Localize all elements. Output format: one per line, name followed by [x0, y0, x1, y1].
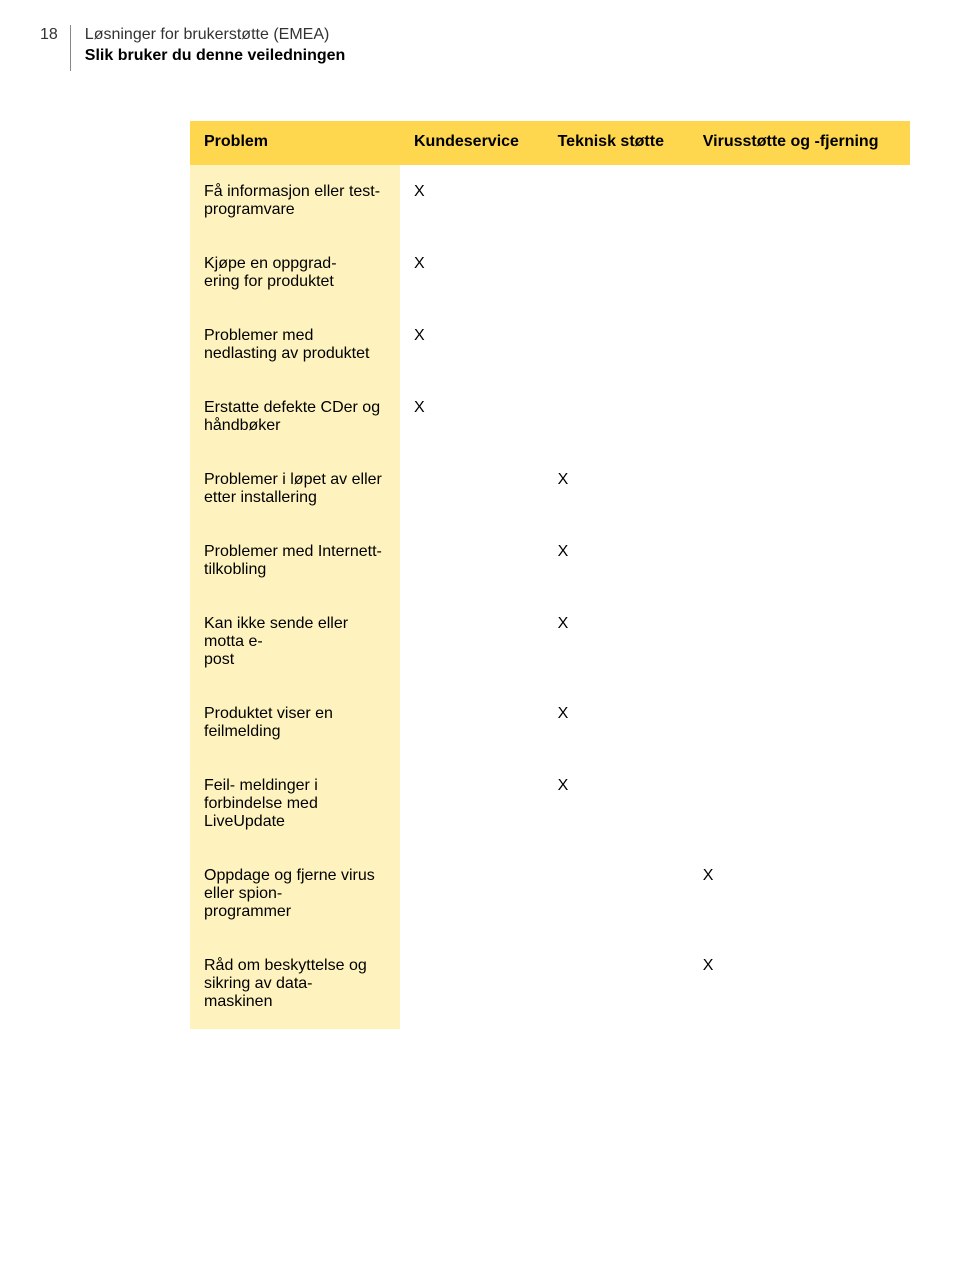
table-header-row: Problem Kundeservice Teknisk støtte Viru… [190, 121, 910, 165]
table-row: Få informasjon eller test-programvareX [190, 165, 910, 237]
table-row: Kan ikke sende eller motta e-post X [190, 597, 910, 687]
col-header-problem: Problem [190, 121, 400, 165]
table-row: Problemer med nedlasting av produktetX [190, 309, 910, 381]
col-header-virus: Virusstøtte og -fjerning [689, 121, 910, 165]
cell-problem: Feil- meldinger i forbindelse med LiveUp… [190, 759, 400, 849]
col-header-teknisk: Teknisk støtte [544, 121, 689, 165]
cell-virus [689, 381, 910, 453]
cell-kundeservice [400, 759, 544, 849]
table-row: Erstatte defekte CDer og håndbøkerX [190, 381, 910, 453]
cell-virus [689, 687, 910, 759]
header-subtitle: Slik bruker du denne veiledningen [85, 46, 346, 67]
cell-problem: Problemer med Internett-tilkobling [190, 525, 400, 597]
cell-virus [689, 453, 910, 525]
cell-kundeservice [400, 939, 544, 1029]
table-row: Kjøpe en oppgrad-ering for produktetX [190, 237, 910, 309]
table-row: Råd om beskyttelse og sikring av data-ma… [190, 939, 910, 1029]
cell-problem: Råd om beskyttelse og sikring av data-ma… [190, 939, 400, 1029]
cell-kundeservice [400, 687, 544, 759]
cell-problem: Produktet viser en feilmelding [190, 687, 400, 759]
cell-teknisk: X [544, 597, 689, 687]
table-row: Problemer med Internett-tilkobling X [190, 525, 910, 597]
cell-kundeservice [400, 525, 544, 597]
cell-virus [689, 237, 910, 309]
cell-virus [689, 759, 910, 849]
cell-teknisk [544, 237, 689, 309]
cell-kundeservice [400, 849, 544, 939]
cell-teknisk: X [544, 687, 689, 759]
page-number: 18 [40, 25, 58, 46]
table-row: Produktet viser en feilmelding X [190, 687, 910, 759]
cell-kundeservice: X [400, 381, 544, 453]
cell-teknisk [544, 381, 689, 453]
cell-kundeservice: X [400, 309, 544, 381]
cell-teknisk: X [544, 759, 689, 849]
cell-virus: X [689, 849, 910, 939]
support-table: Problem Kundeservice Teknisk støtte Viru… [190, 121, 910, 1029]
cell-problem: Erstatte defekte CDer og håndbøker [190, 381, 400, 453]
table-row: Oppdage og fjerne virus eller spion-prog… [190, 849, 910, 939]
page-header: 18 Løsninger for brukerstøtte (EMEA) Sli… [40, 25, 910, 71]
header-divider [70, 25, 71, 71]
cell-teknisk: X [544, 525, 689, 597]
header-title: Løsninger for brukerstøtte (EMEA) [85, 25, 346, 46]
cell-problem: Problemer i løpet av eller etter install… [190, 453, 400, 525]
cell-problem: Få informasjon eller test-programvare [190, 165, 400, 237]
cell-problem: Kan ikke sende eller motta e-post [190, 597, 400, 687]
cell-teknisk: X [544, 453, 689, 525]
table-row: Problemer i løpet av eller etter install… [190, 453, 910, 525]
table-row: Feil- meldinger i forbindelse med LiveUp… [190, 759, 910, 849]
cell-kundeservice [400, 453, 544, 525]
support-table-wrap: Problem Kundeservice Teknisk støtte Viru… [190, 121, 910, 1029]
cell-kundeservice: X [400, 237, 544, 309]
cell-kundeservice: X [400, 165, 544, 237]
cell-problem: Kjøpe en oppgrad-ering for produktet [190, 237, 400, 309]
header-text-block: Løsninger for brukerstøtte (EMEA) Slik b… [85, 25, 346, 67]
cell-problem: Problemer med nedlasting av produktet [190, 309, 400, 381]
cell-teknisk [544, 939, 689, 1029]
cell-virus [689, 309, 910, 381]
cell-virus [689, 525, 910, 597]
cell-teknisk [544, 849, 689, 939]
cell-virus [689, 165, 910, 237]
table-body: Få informasjon eller test-programvareXKj… [190, 165, 910, 1029]
cell-teknisk [544, 165, 689, 237]
cell-virus [689, 597, 910, 687]
cell-problem: Oppdage og fjerne virus eller spion-prog… [190, 849, 400, 939]
cell-teknisk [544, 309, 689, 381]
page: 18 Løsninger for brukerstøtte (EMEA) Sli… [0, 0, 960, 1029]
col-header-kundeservice: Kundeservice [400, 121, 544, 165]
cell-virus: X [689, 939, 910, 1029]
cell-kundeservice [400, 597, 544, 687]
